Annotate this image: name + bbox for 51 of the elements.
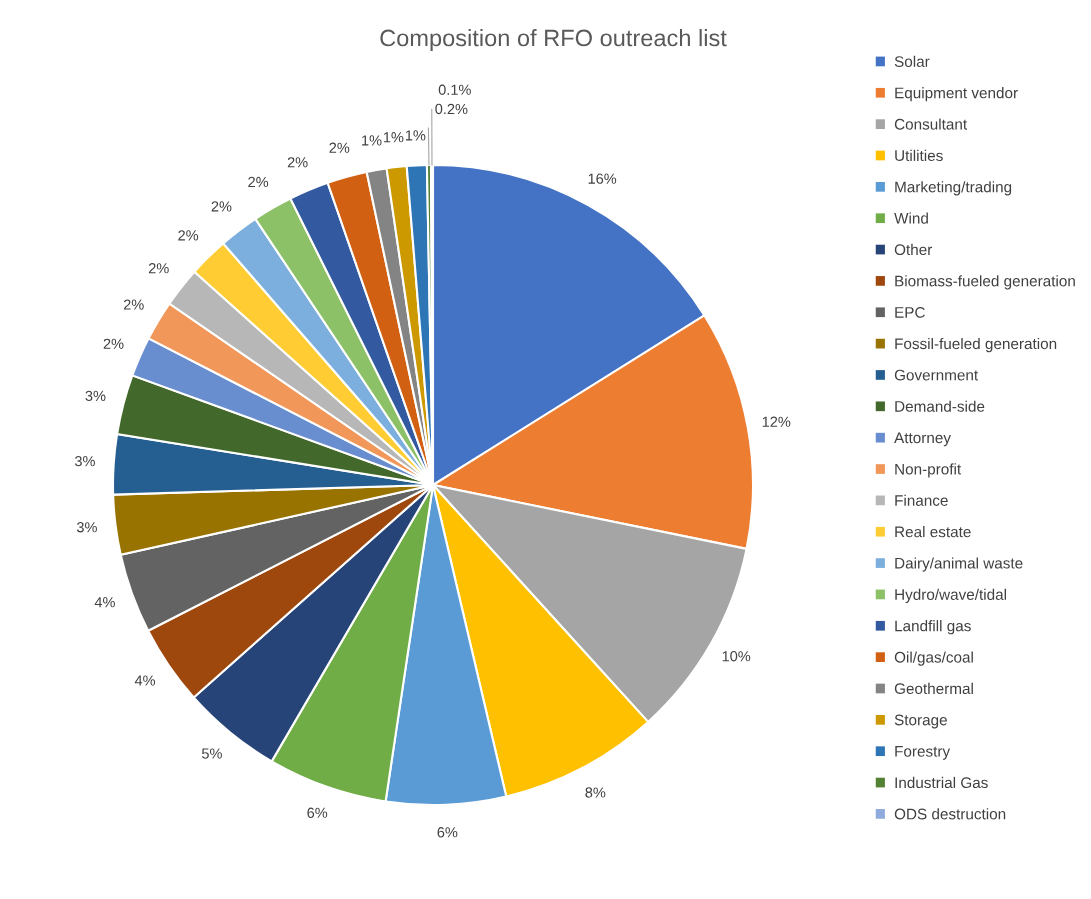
legend-label: ODS destruction	[894, 808, 1006, 820]
data-label: 6%	[437, 827, 458, 838]
legend-label: Government	[894, 369, 979, 381]
legend-label: Non-profit	[895, 463, 962, 478]
data-label: 1%	[362, 135, 382, 146]
data-label: 2%	[123, 299, 144, 310]
data-label: 0.2%	[435, 103, 468, 115]
data-label: 10%	[722, 651, 751, 662]
legend-label: Storage	[894, 714, 947, 729]
legend-label: Attorney	[894, 432, 951, 447]
legend-label: Consultant	[894, 118, 968, 130]
data-label: 2%	[148, 263, 169, 274]
data-label: 0.1%	[438, 84, 471, 95]
legend-label: Dairy/animal waste	[895, 557, 1023, 572]
data-label: 4%	[134, 675, 156, 686]
data-label: 1%	[383, 132, 404, 143]
legend-label: Equipment vendor	[895, 87, 1018, 102]
legend-label: Oil/gas/coal	[894, 651, 973, 666]
data-label: 3%	[74, 455, 95, 467]
legend-label: Forestry	[895, 746, 951, 760]
data-label: 4%	[94, 597, 115, 608]
legend-label: Geothermal	[894, 682, 973, 695]
legend-label: Landfill gas	[895, 620, 971, 635]
legend-label: Wind	[894, 212, 928, 224]
legend-label: Real estate	[895, 526, 971, 538]
data-label: 2%	[178, 230, 199, 241]
legend-label: EPC	[895, 306, 925, 318]
legend-label: Biomass-fueled generation	[895, 275, 1075, 290]
legend-label: Industrial Gas	[895, 776, 988, 789]
data-label: 2%	[248, 176, 269, 188]
data-label: 3%	[85, 390, 106, 402]
data-label: 2%	[329, 142, 350, 153]
legend-label: Fossil-fueled generation	[895, 337, 1057, 353]
data-label: 2%	[211, 201, 232, 212]
chart-title: Composition of RFO outreach list	[380, 29, 727, 51]
legend-label: Other	[894, 243, 933, 256]
data-label: 2%	[287, 157, 308, 168]
data-label: 6%	[307, 807, 328, 818]
data-label: 16%	[588, 173, 617, 184]
data-label: 3%	[76, 522, 97, 533]
legend-label: Solar	[894, 55, 930, 67]
data-label: 5%	[201, 748, 222, 759]
data-label: 12%	[762, 416, 791, 427]
legend-label: Marketing/trading	[895, 181, 1012, 196]
data-label: 1%	[405, 130, 426, 141]
legend-label: Hydro/wave/tidal	[895, 588, 1006, 603]
legend-label: Finance	[895, 494, 948, 506]
data-label: 8%	[585, 787, 606, 798]
data-label: 2%	[103, 338, 124, 349]
legend-label: Utilities	[895, 149, 943, 162]
legend-label: Demand-side	[895, 400, 985, 412]
